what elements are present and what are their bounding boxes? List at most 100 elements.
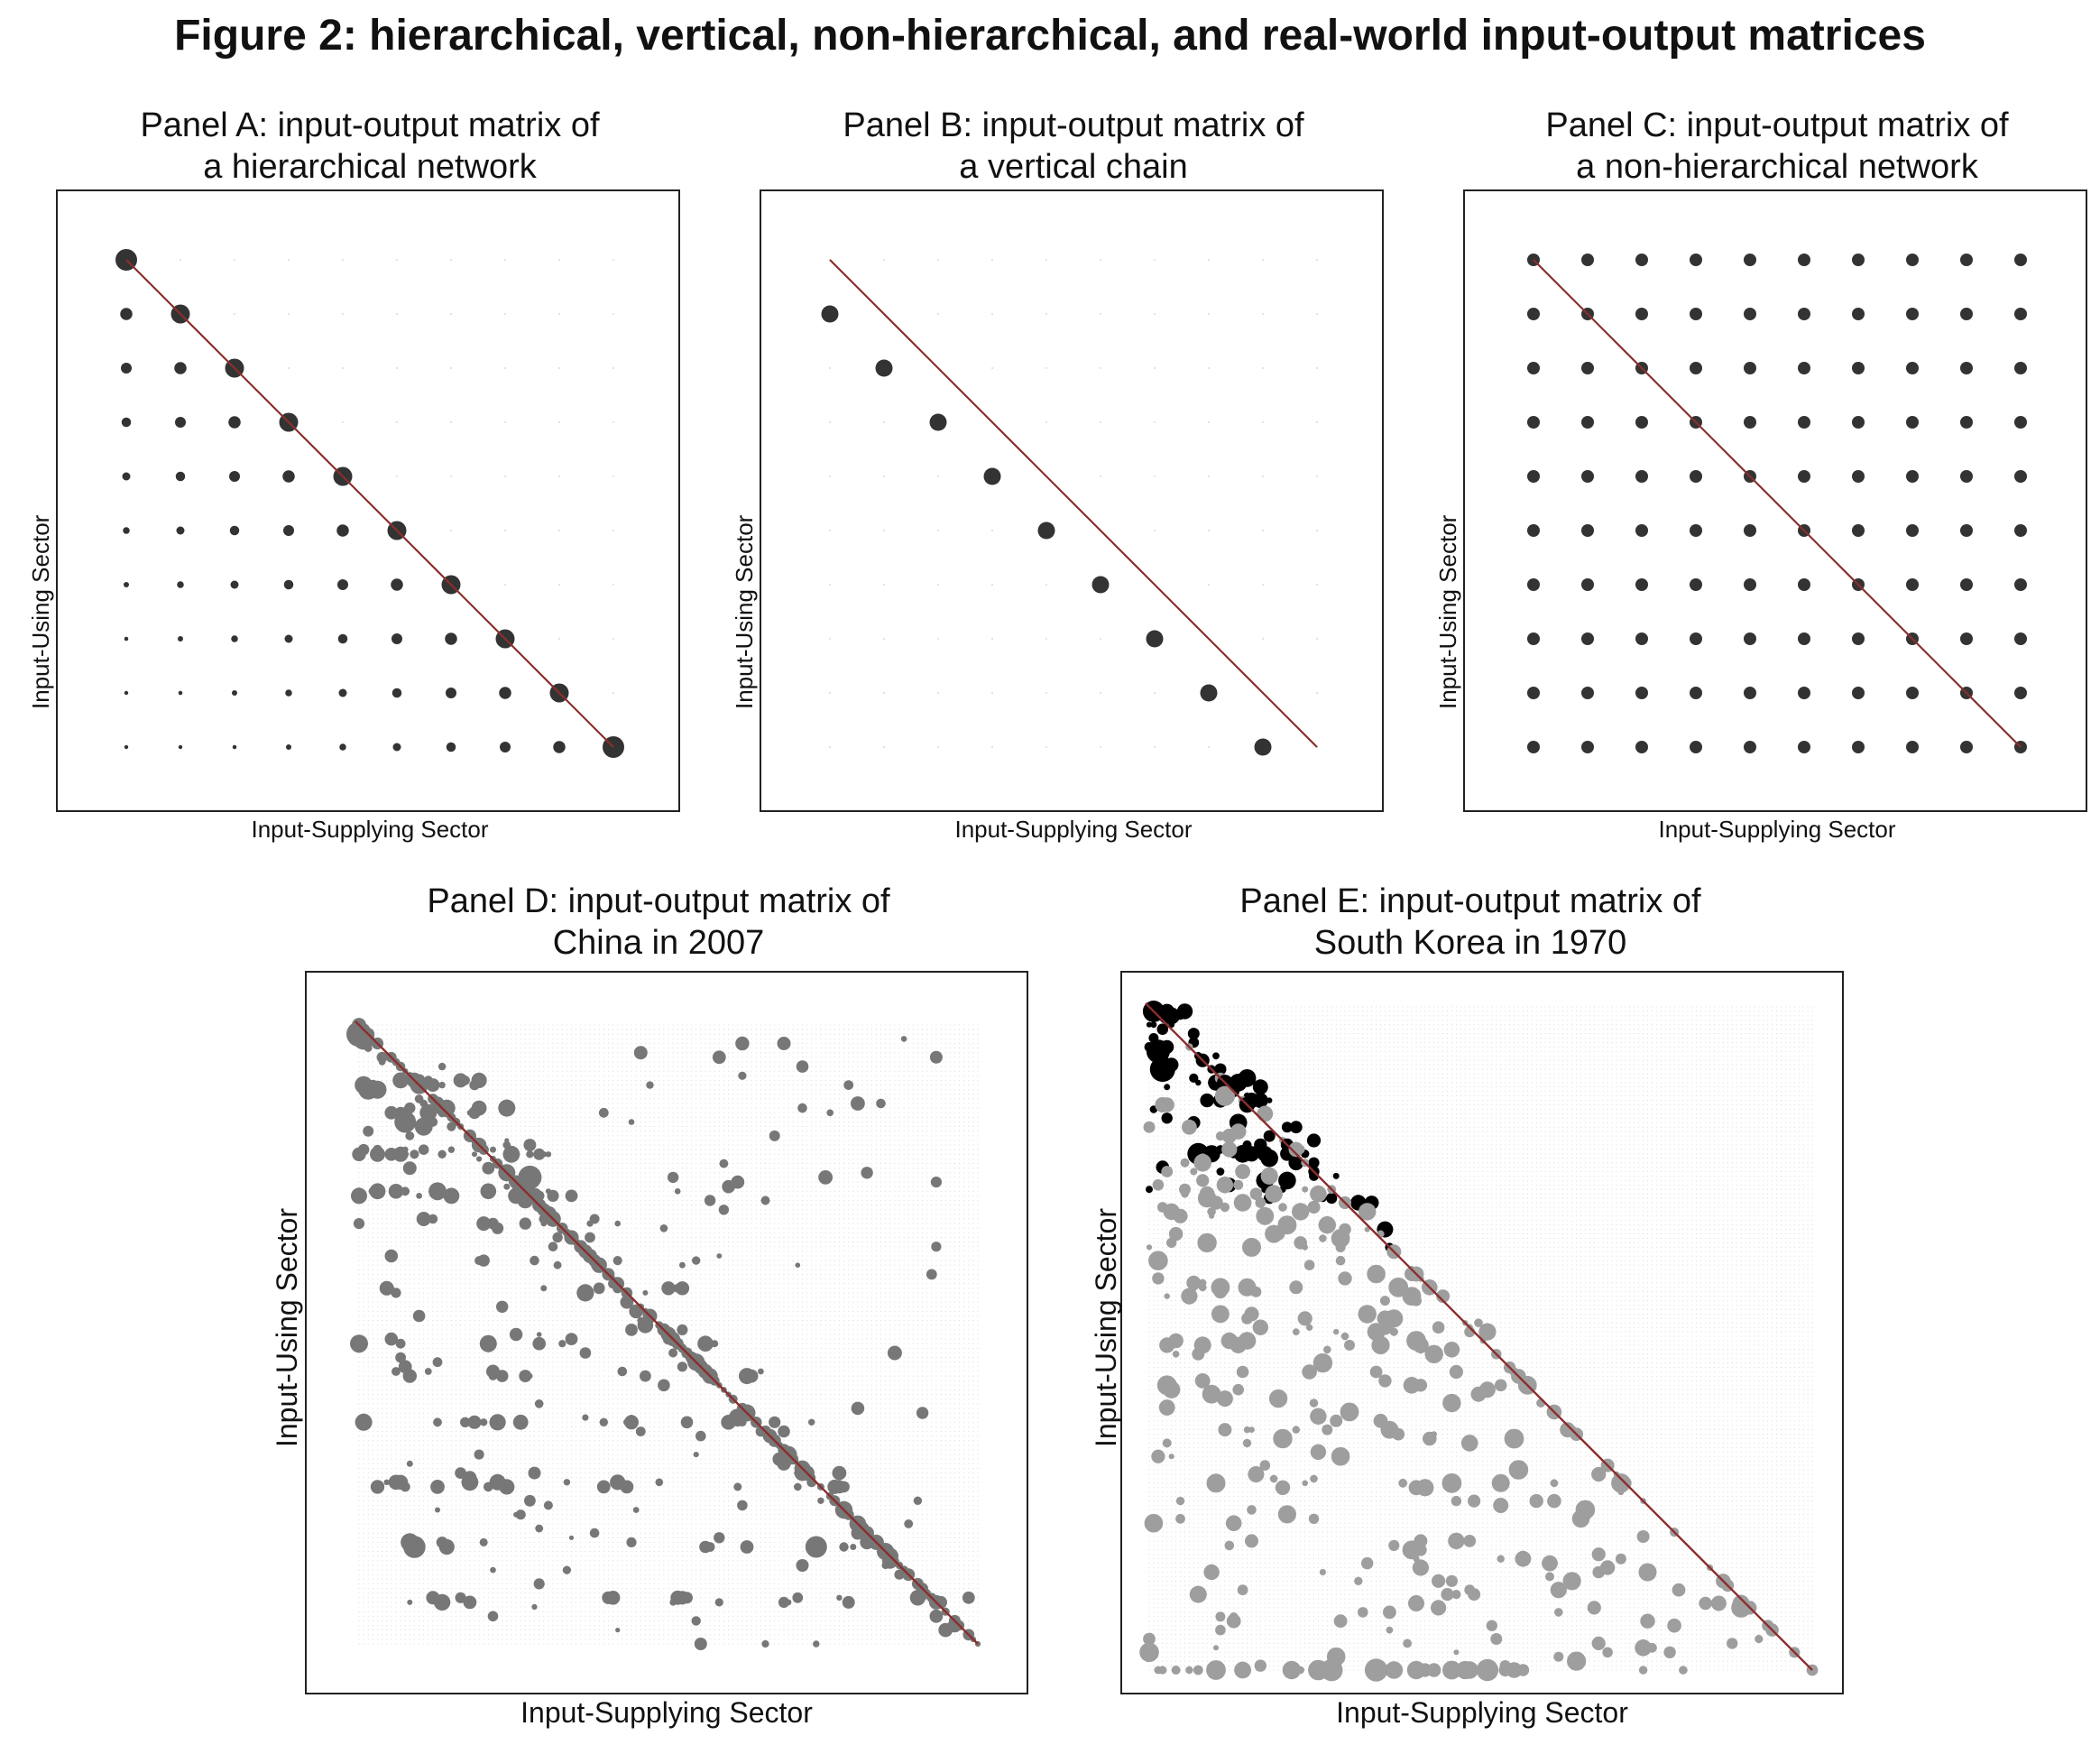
matrix-empty-dot [640, 1033, 641, 1035]
matrix-empty-dot [834, 1079, 835, 1081]
matrix-empty-dot [940, 1112, 942, 1113]
matrix-empty-dot [843, 1089, 845, 1091]
matrix-empty-dot [515, 1107, 517, 1109]
matrix-empty-dot [931, 1153, 933, 1155]
matrix-empty-dot [852, 1089, 854, 1091]
panel-c-chart [1527, 254, 2027, 753]
matrix-empty-dot [612, 1112, 614, 1113]
matrix-empty-dot [751, 1098, 752, 1100]
matrix-empty-dot [552, 1024, 554, 1026]
matrix-empty-dot [898, 1052, 900, 1054]
matrix-empty-dot [760, 1029, 761, 1030]
matrix-empty-dot [889, 1070, 891, 1072]
matrix-empty-dot [423, 1070, 425, 1072]
matrix-empty-dot [922, 1126, 924, 1128]
matrix-empty-dot [395, 1033, 397, 1035]
matrix-empty-dot [972, 1098, 974, 1100]
matrix-empty-dot [958, 1029, 961, 1030]
matrix-empty-dot [885, 1066, 887, 1067]
matrix-empty-dot [561, 1144, 563, 1146]
matrix-empty-dot [931, 1042, 933, 1045]
matrix-empty-dot [558, 313, 560, 315]
matrix-empty-dot [695, 1070, 697, 1072]
matrix-empty-dot [570, 1153, 573, 1155]
matrix-empty-dot [935, 1033, 937, 1035]
matrix-empty-dot [520, 1079, 521, 1081]
matrix-empty-dot [732, 1075, 734, 1076]
figure-title: Figure 2: hierarchical, vertical, non-hi… [0, 7, 2100, 65]
matrix-empty-dot [432, 1066, 434, 1067]
matrix-empty-dot [815, 1107, 817, 1109]
matrix-empty-dot [691, 1061, 693, 1063]
matrix-empty-dot [543, 1116, 545, 1118]
matrix-empty-dot [709, 1079, 711, 1081]
matrix-empty-dot [963, 1112, 965, 1113]
matrix-empty-dot [824, 1153, 826, 1155]
matrix-empty-dot [875, 1126, 877, 1128]
matrix-empty-dot [441, 1075, 443, 1076]
matrix-empty-dot [640, 1075, 641, 1076]
matrix-empty-dot [589, 1107, 591, 1109]
matrix-empty-dot [792, 1029, 794, 1030]
matrix-empty-dot [635, 1149, 637, 1150]
matrix-empty-dot [487, 1029, 489, 1030]
matrix-empty-dot [732, 1061, 734, 1063]
matrix-dot [446, 742, 456, 752]
matrix-empty-dot [1154, 421, 1156, 423]
matrix-empty-dot [898, 1149, 900, 1150]
matrix-empty-dot [441, 1163, 443, 1165]
matrix-empty-dot [774, 1033, 776, 1035]
matrix-empty-dot [806, 1126, 808, 1128]
matrix-empty-dot [396, 367, 398, 369]
matrix-empty-dot [857, 1116, 859, 1118]
matrix-empty-dot [640, 1079, 641, 1081]
matrix-empty-dot [367, 1153, 369, 1155]
matrix-empty-dot [607, 1107, 609, 1109]
matrix-empty-dot [478, 1061, 480, 1063]
matrix-empty-dot [903, 1163, 905, 1165]
matrix-empty-dot [852, 1029, 854, 1030]
matrix-empty-dot [714, 1163, 715, 1165]
matrix-empty-dot [612, 1126, 614, 1128]
matrix-empty-dot [728, 1149, 730, 1150]
matrix-empty-dot [709, 1149, 711, 1150]
matrix-empty-dot [718, 1033, 720, 1035]
matrix-empty-dot [367, 1112, 369, 1113]
matrix-empty-dot [589, 1116, 591, 1118]
matrix-empty-dot [894, 1098, 896, 1100]
matrix-empty-dot [718, 1089, 720, 1091]
matrix-empty-dot [889, 1149, 891, 1150]
matrix-empty-dot [607, 1061, 609, 1063]
matrix-empty-dot [700, 1079, 702, 1081]
matrix-empty-dot [940, 1149, 942, 1150]
matrix-empty-dot [880, 1024, 882, 1026]
matrix-empty-dot [848, 1107, 850, 1109]
matrix-empty-dot [977, 1070, 979, 1072]
matrix-empty-dot [644, 1112, 646, 1113]
matrix-dot [1960, 254, 1973, 266]
matrix-empty-dot [797, 1075, 798, 1076]
matrix-empty-dot [751, 1089, 752, 1091]
matrix-empty-dot [598, 1116, 600, 1118]
matrix-empty-dot [852, 1135, 854, 1137]
matrix-empty-dot [677, 1149, 678, 1150]
matrix-empty-dot [612, 1107, 614, 1109]
matrix-empty-dot [898, 1070, 900, 1072]
matrix-empty-dot [441, 1042, 443, 1045]
matrix-empty-dot [450, 1052, 452, 1054]
matrix-empty-dot [774, 1098, 776, 1100]
matrix-empty-dot [848, 1075, 850, 1076]
matrix-empty-dot [718, 1066, 720, 1067]
matrix-empty-dot [843, 1144, 845, 1146]
matrix-empty-dot [1100, 692, 1101, 694]
matrix-empty-dot [686, 1144, 688, 1146]
matrix-empty-dot [654, 1061, 656, 1063]
matrix-empty-dot [944, 1112, 946, 1113]
matrix-empty-dot [714, 1135, 715, 1137]
matrix-empty-dot [760, 1172, 761, 1174]
matrix-empty-dot [644, 1153, 646, 1155]
matrix-empty-dot [903, 1112, 905, 1113]
matrix-empty-dot [820, 1061, 822, 1063]
matrix-empty-dot [557, 1024, 558, 1026]
matrix-empty-dot [640, 1107, 641, 1109]
